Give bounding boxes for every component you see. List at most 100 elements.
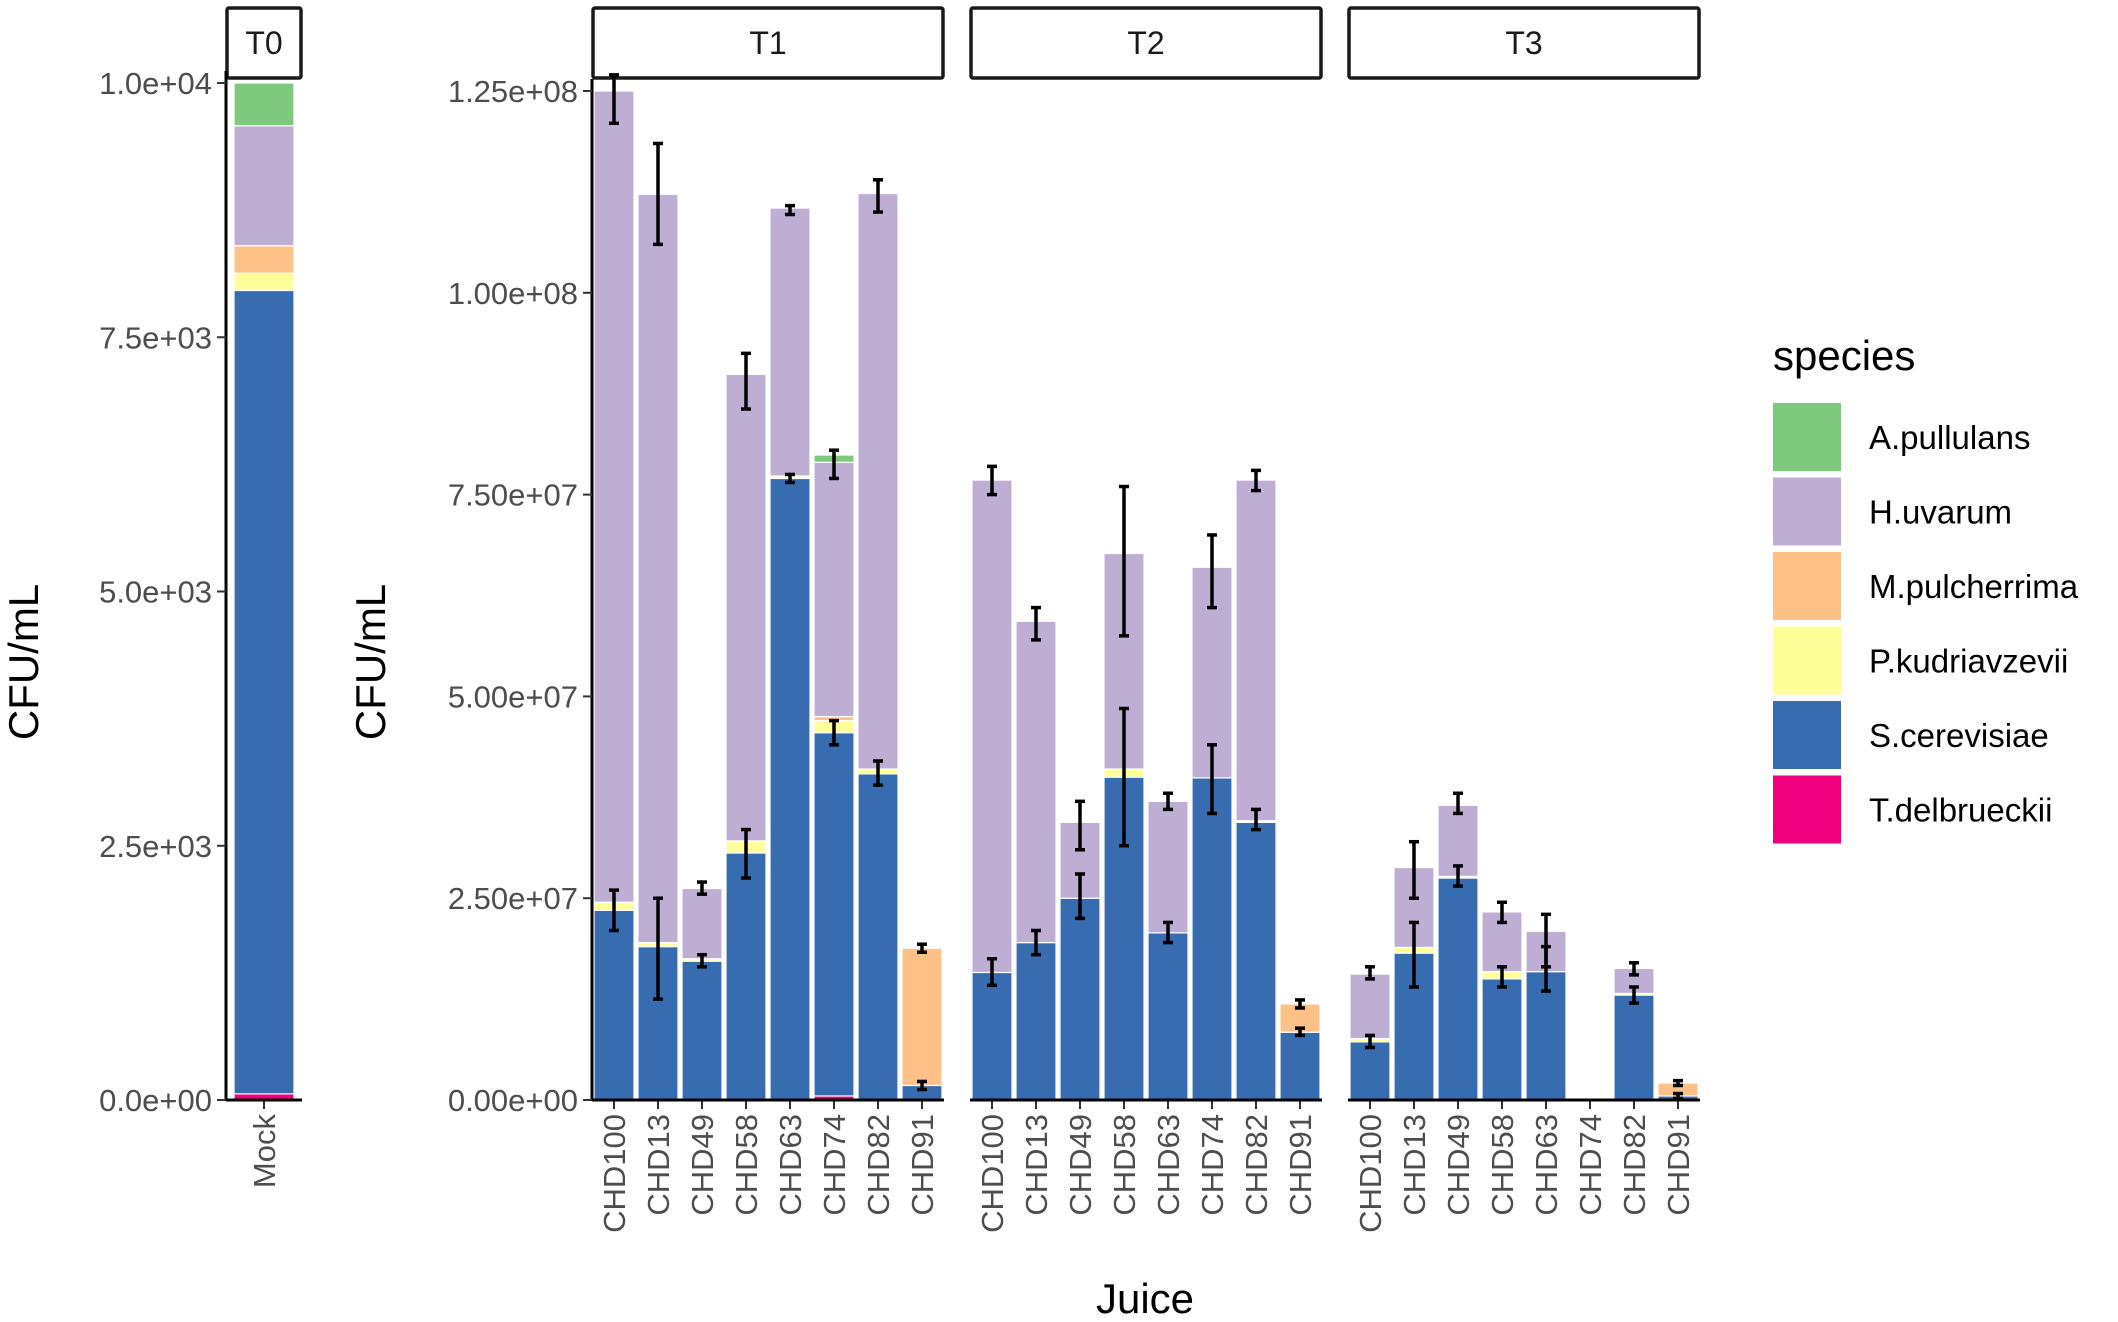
y-tick-label-t1-3: 7.50e+07 xyxy=(448,478,578,513)
strip-t2 xyxy=(969,6,1323,80)
x-tick-label-t1-chd74: CHD74 xyxy=(817,1114,852,1216)
bar-t2-chd82-s-cerevisiae xyxy=(1235,821,1277,1101)
error-bar-t1-chd100-0 xyxy=(609,73,619,126)
x-tick-label-t2-chd100: CHD100 xyxy=(975,1114,1010,1233)
error-bar-t1-chd13-3 xyxy=(653,896,663,1001)
bar-t1-chd49-h-uvarum xyxy=(681,887,723,960)
panel-t0: T0 Mock 0.0e+00 2.5e+03 5.0e+03 7.5e+03 1.0e+0… xyxy=(99,6,303,1189)
error-bar-t2-chd63-8 xyxy=(1163,791,1173,812)
error-bar-t1-chd91-15 xyxy=(917,1079,927,1092)
error-bar-t2-chd82-13 xyxy=(1251,807,1261,832)
error-bar-t2-chd58-6 xyxy=(1119,484,1129,638)
bar-t1-chd58-s-cerevisiae xyxy=(725,852,767,1101)
error-bar-t3-chd82-10 xyxy=(1629,961,1639,977)
x-tick-label-t0-mock: Mock xyxy=(247,1114,282,1189)
error-bar-t2-chd100-0 xyxy=(987,464,997,497)
bar-t2-chd63-s-cerevisiae xyxy=(1147,932,1189,1101)
legend-swatch-m-pulcherrima xyxy=(1773,552,1841,620)
x-tick-label-t1-chd49: CHD49 xyxy=(685,1114,720,1216)
y-tick-label-t0-2: 5.0e+03 xyxy=(99,575,212,610)
x-tick-label-t1-chd63: CHD63 xyxy=(773,1114,808,1216)
legend-swatch-a-pullulans xyxy=(1773,403,1841,471)
bar-t1-chd91-m-pulcherrima xyxy=(901,947,943,1087)
x-tick-label-t3-chd58: CHD58 xyxy=(1485,1114,1520,1216)
error-bar-t3-chd13-3 xyxy=(1409,920,1419,989)
x-tick-label-t1-chd91: CHD91 xyxy=(905,1114,940,1216)
error-bar-t3-chd49-4 xyxy=(1453,791,1463,816)
panel-t1: T1 CHD100 CHD13 CHD49 CHD58 CHD63 CHD74 CHD82 CH… xyxy=(448,6,945,1233)
x-tick-label-t2-chd49: CHD49 xyxy=(1063,1114,1098,1216)
legend-entry-a-pullulans: A.pullulans xyxy=(1773,403,2030,471)
error-bar-t3-chd91-12 xyxy=(1673,1078,1683,1088)
x-tick-label-t1-chd13: CHD13 xyxy=(641,1114,676,1216)
x-tick-label-t2-chd13: CHD13 xyxy=(1019,1114,1054,1216)
legend-label-m-pulcherrima: M.pulcherrima xyxy=(1869,568,2079,605)
bar-t2-chd49-s-cerevisiae xyxy=(1059,897,1101,1101)
error-bar-t2-chd74-10 xyxy=(1207,533,1217,610)
error-bar-t2-chd100-1 xyxy=(987,956,997,988)
bar-t0-mock-m-pulcherrima xyxy=(233,245,295,274)
y-axis-title-t0: CFU/mL xyxy=(0,584,47,740)
legend-swatch-t-delbrueckii xyxy=(1773,775,1841,844)
error-bar-t1-chd63-9 xyxy=(785,472,795,485)
error-bar-t2-chd13-2 xyxy=(1031,605,1041,642)
bar-t3-chd49-s-cerevisiae xyxy=(1437,877,1479,1101)
x-tick-label-t2-chd63: CHD63 xyxy=(1151,1114,1186,1216)
x-tick-label-t2-chd82: CHD82 xyxy=(1239,1114,1274,1216)
error-bar-t1-chd49-4 xyxy=(697,880,707,896)
error-bar-t2-chd91-14 xyxy=(1295,998,1305,1010)
error-bar-t1-chd58-7 xyxy=(741,827,751,880)
y-tick-label-t1-4: 1.00e+08 xyxy=(448,276,578,311)
legend-entry-m-pulcherrima: M.pulcherrima xyxy=(1773,552,2079,620)
x-tick-label-t3-chd49: CHD49 xyxy=(1441,1114,1476,1216)
bar-t2-chd82-h-uvarum xyxy=(1235,479,1277,822)
error-bar-t3-chd13-2 xyxy=(1409,839,1419,900)
bar-t1-chd63-h-uvarum xyxy=(769,207,811,477)
bar-t0-mock-s-cerevisiae xyxy=(233,289,295,1095)
bar-t2-chd91-s-cerevisiae xyxy=(1279,1031,1321,1101)
bar-t2-chd100-h-uvarum xyxy=(971,479,1013,974)
error-bar-t1-chd100-1 xyxy=(609,888,619,933)
legend-label-p-kudriavzevii: P.kudriavzevii xyxy=(1869,643,2068,680)
y-axis-title-main: CFU/mL xyxy=(347,584,394,740)
x-tick-label-t1-chd100: CHD100 xyxy=(597,1114,632,1233)
bar-t2-chd13-s-cerevisiae xyxy=(1015,941,1057,1101)
y-tick-label-t0-4: 1.0e+04 xyxy=(99,66,212,101)
panel-t0: T0 Mock 0.0e+00 2.5e+03 5.0e+03 7.5e+03 1.0e+0… xyxy=(99,6,303,1189)
legend-label-t-delbrueckii: T.delbrueckii xyxy=(1869,792,2052,829)
error-bar-t1-chd74-10 xyxy=(829,448,839,481)
error-bar-t1-chd63-8 xyxy=(785,203,795,217)
legend-entry-p-kudriavzevii: P.kudriavzevii xyxy=(1773,626,2068,695)
strip-t0 xyxy=(225,6,303,80)
x-tick-label-t1-chd82: CHD82 xyxy=(861,1114,896,1216)
bar-t2-chd13-h-uvarum xyxy=(1015,620,1057,944)
bar-t3-chd82-s-cerevisiae xyxy=(1613,994,1655,1101)
x-tick-label-t1-chd58: CHD58 xyxy=(729,1114,764,1216)
bar-t1-chd49-s-cerevisiae xyxy=(681,960,723,1101)
y-tick-label-t1-5: 1.25e+08 xyxy=(448,74,578,109)
error-bar-t3-chd58-6 xyxy=(1497,900,1507,925)
y-tick-label-t1-0: 0.00e+00 xyxy=(448,1083,578,1118)
bar-t1-chd58-h-uvarum xyxy=(725,373,767,842)
error-bar-t2-chd49-5 xyxy=(1075,872,1085,921)
strip-label-t2: T2 xyxy=(1127,25,1164,61)
legend: species A.pullulans H.uvarum M.pulcherrima… xyxy=(1773,332,2079,844)
strip-label-t3: T3 xyxy=(1505,25,1542,61)
x-tick-label-t3-chd82: CHD82 xyxy=(1617,1114,1652,1216)
error-bar-t2-chd74-11 xyxy=(1207,743,1217,816)
error-bar-t1-chd13-2 xyxy=(653,141,663,247)
bar-t1-chd63-s-cerevisiae xyxy=(769,477,811,1101)
bar-t2-chd100-s-cerevisiae xyxy=(971,971,1013,1101)
error-bar-t3-chd49-5 xyxy=(1453,864,1463,888)
error-bar-t3-chd63-9 xyxy=(1541,944,1551,993)
error-bar-t3-chd100-0 xyxy=(1365,965,1375,981)
bar-t3-chd100-h-uvarum xyxy=(1349,973,1391,1040)
x-tick-label-t2-chd74: CHD74 xyxy=(1195,1114,1230,1216)
strip-label-t0: T0 xyxy=(245,25,282,61)
error-bar-t1-chd49-5 xyxy=(697,952,707,969)
error-bar-t2-chd49-4 xyxy=(1075,799,1085,852)
strip-label-t1: T1 xyxy=(749,25,786,61)
legend-swatch-p-kudriavzevii xyxy=(1773,626,1841,695)
x-tick-label-t3-chd63: CHD63 xyxy=(1529,1114,1564,1216)
